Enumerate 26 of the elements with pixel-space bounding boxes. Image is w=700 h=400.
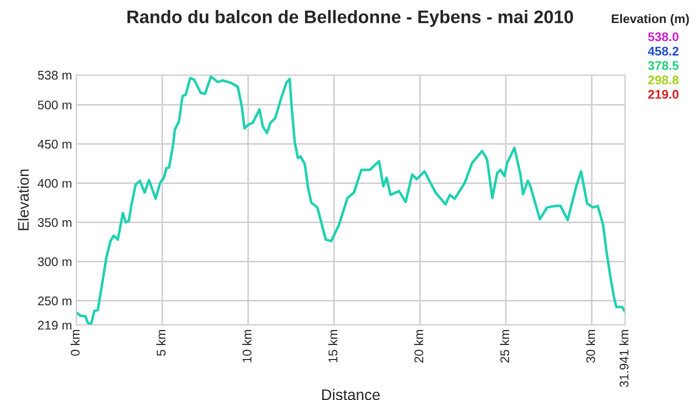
- chart-title: Rando du balcon de Belledonne - Eybens - mai 2010: [127, 10, 574, 27]
- y-tick-label: 400 m: [38, 178, 72, 188]
- text: 298.8: [648, 76, 679, 84]
- x-axis-title: Distance: [322, 388, 380, 400]
- x-tick-label: 31.941 km: [619, 330, 628, 388]
- y-tick-label: 250 m: [38, 296, 72, 306]
- y-tick-label: 350 m: [38, 218, 72, 227]
- y-tick-label: 538 m: [38, 70, 72, 80]
- y-axis-title: Elevation: [18, 170, 29, 230]
- text: Elevation (m): [612, 14, 689, 26]
- y-tick-label: 500 m: [38, 100, 72, 110]
- y-tick-label: 450 m: [38, 140, 72, 149]
- y-tick-label: 219 m: [38, 320, 72, 330]
- line-series: [76, 75, 626, 325]
- y-tick-label: 300 m: [38, 257, 72, 266]
- x-tick-label: 5 km: [156, 330, 166, 356]
- x-tick-label: 25 km: [500, 330, 510, 363]
- x-tick-label: 10 km: [242, 330, 252, 362]
- text: 378.5: [648, 61, 679, 70]
- text: 219.0: [648, 90, 678, 99]
- x-tick-label: 0 km: [70, 330, 80, 356]
- text: 458.2: [648, 46, 678, 56]
- text: 538.0: [648, 32, 678, 42]
- x-tick-label: 15 km: [328, 330, 338, 362]
- x-tick-label: 20 km: [414, 330, 424, 363]
- x-tick-label: 30 km: [586, 330, 596, 363]
